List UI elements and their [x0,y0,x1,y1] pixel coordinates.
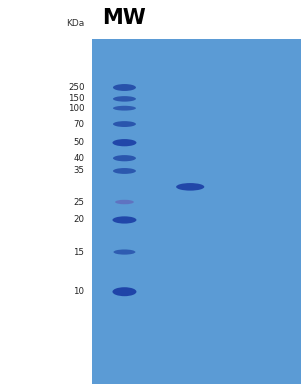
Text: 40: 40 [73,154,84,163]
Ellipse shape [112,216,136,223]
Text: 70: 70 [73,120,84,129]
Text: 250: 250 [68,83,84,92]
Text: 10: 10 [73,287,84,296]
Text: 50: 50 [73,138,84,147]
Text: 25: 25 [73,198,84,207]
Ellipse shape [113,84,136,91]
Text: 15: 15 [73,247,84,256]
Ellipse shape [115,200,134,204]
Ellipse shape [113,155,136,162]
Ellipse shape [113,96,136,102]
FancyBboxPatch shape [92,39,301,384]
Text: 150: 150 [68,94,84,103]
Ellipse shape [176,183,204,191]
Text: KDa: KDa [66,19,84,28]
Text: 35: 35 [73,167,84,176]
Text: 100: 100 [68,104,84,113]
Ellipse shape [113,121,136,127]
Text: 20: 20 [73,216,84,225]
Text: MW: MW [103,7,146,28]
Ellipse shape [112,139,136,146]
Ellipse shape [114,249,135,255]
Ellipse shape [112,287,136,296]
Ellipse shape [113,106,136,111]
Ellipse shape [113,168,136,174]
